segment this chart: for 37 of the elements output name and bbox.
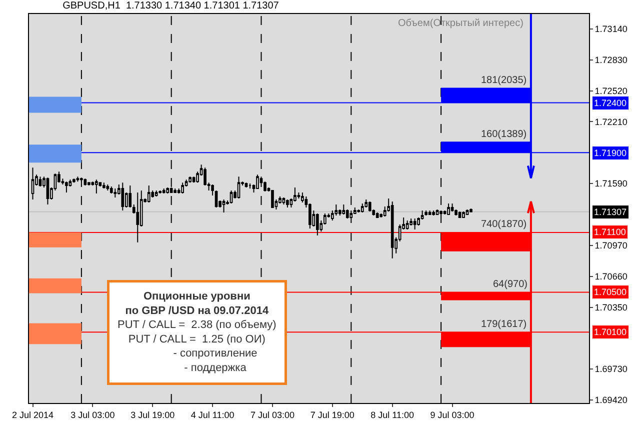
y-tick-label: 1.70660 [594,271,628,282]
ref-line-label: 1.71307 [594,207,627,217]
x-tick-label: 9 Jul 03:00 [430,410,474,420]
band-label: 64(970) [493,279,528,290]
ref-line-label: 1.70100 [594,327,627,337]
ref-line-label: 1.71900 [594,148,627,158]
annotation: PUT / CALL = 2.38 (по объему) [118,319,276,332]
band-label: 181(2035) [481,75,527,86]
y-tick-label: 1.73140 [594,24,628,34]
x-tick-label: 7 Jul 03:00 [250,410,295,420]
x-tick-label: 3 Jul 03:00 [70,410,115,420]
band-label: 160(1389) [481,129,527,140]
x-tick-label: 2 Jul 2014 [12,410,54,420]
y-tick-label: 1.72210 [594,116,628,127]
y-tick-label: 1.69730 [594,364,628,374]
x-tick-label: 7 Jul 19:00 [310,410,354,420]
x-tick-label: 4 Jul 11:00 [190,410,234,420]
y-tick-label: 1.72830 [594,55,628,66]
annotation: по GBP /USD на 09.07.2014 [125,304,270,317]
ref-line-label: 1.71100 [594,227,626,237]
band-label: 740(1870) [481,219,527,230]
y-tick-label: 1.72520 [594,86,628,96]
annotation: - сопротивление [136,348,258,360]
x-tick-label: 8 Jul 11:00 [370,410,414,420]
band-label: 179(1617) [481,319,527,330]
annotation: Объем(Открытый интерес) [398,18,524,29]
chart-title: GBPUSD,H1 1.71330 1.71340 1.71301 1.71307 [62,0,280,12]
y-tick-label: 1.70350 [594,302,628,312]
annotation: Опционные уровни [143,290,250,302]
x-tick-label: 3 Jul 19:00 [130,410,175,420]
y-tick-label: 1.70970 [594,240,628,251]
y-tick-label: 1.71590 [594,178,628,189]
annotation: PUT / CALL = 1.25 (по ОИ) [128,333,266,346]
y-tick-label: 1.69420 [594,395,628,406]
ref-line-label: 1.70500 [594,287,627,297]
ref-line-label: 1.72400 [594,98,627,108]
annotation: - поддержка [148,362,248,374]
